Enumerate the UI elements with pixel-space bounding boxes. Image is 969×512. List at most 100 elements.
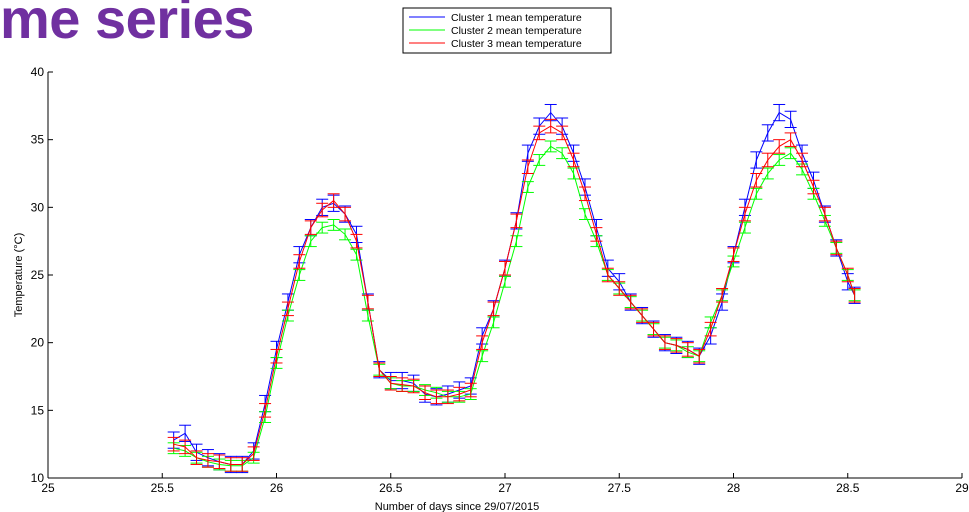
- legend-label: Cluster 1 mean temperature: [451, 12, 582, 24]
- error-bar: [487, 316, 500, 329]
- error-bar: [750, 151, 763, 169]
- error-bar: [179, 439, 192, 455]
- error-bar: [281, 301, 294, 317]
- error-bar: [201, 453, 214, 468]
- y-tick-label: 10: [31, 471, 45, 485]
- error-bar: [533, 125, 546, 141]
- error-bar: [521, 181, 534, 193]
- error-bar: [761, 124, 774, 142]
- error-bar: [750, 173, 763, 188]
- error-bar: [464, 382, 477, 398]
- error-bar: [339, 228, 352, 241]
- error-bar: [773, 103, 786, 122]
- x-axis-title: Number of days since 29/07/2015: [375, 501, 540, 512]
- error-bar: [361, 309, 374, 322]
- error-bar: [670, 338, 683, 353]
- series-layer: [167, 103, 861, 474]
- error-bar: [476, 350, 489, 363]
- error-bar: [396, 377, 409, 392]
- error-bar: [556, 147, 569, 160]
- error-bar: [750, 187, 763, 200]
- y-tick-label: 25: [31, 268, 45, 282]
- error-bar: [361, 294, 374, 310]
- error-bar: [213, 454, 226, 470]
- y-tick-label: 35: [31, 133, 45, 147]
- error-bar: [350, 233, 363, 249]
- error-bar: [316, 221, 329, 234]
- error-bar: [316, 202, 329, 218]
- error-bar: [738, 206, 751, 222]
- error-bar: [818, 206, 831, 222]
- slide-title: me series: [0, 0, 254, 50]
- series-2: [167, 140, 861, 472]
- x-tick-label: 28: [727, 481, 741, 495]
- error-bar: [453, 386, 466, 402]
- error-bar: [190, 450, 203, 465]
- legend-entry: Cluster 3 mean temperature: [409, 38, 582, 50]
- error-bar: [441, 389, 454, 405]
- legend-label: Cluster 2 mean temperature: [451, 25, 582, 37]
- error-bar: [567, 167, 580, 180]
- error-bar: [784, 132, 797, 147]
- chart-axes: 25 25.5 26 26.5 27 27.5 28 28.5 29 10 15 20 25 30 35 40…: [13, 65, 969, 512]
- series-line: [173, 145, 856, 467]
- error-bar: [601, 267, 614, 283]
- error-bar: [499, 260, 511, 276]
- error-bar: [727, 247, 740, 262]
- series-1: [167, 103, 861, 474]
- legend-entry: Cluster 2 mean temperature: [409, 25, 582, 37]
- error-bar: [567, 152, 580, 168]
- error-bar: [784, 110, 797, 128]
- x-tick-label: 29: [955, 481, 969, 495]
- error-bar: [841, 267, 854, 283]
- legend-label: Cluster 3 mean temperature: [451, 38, 582, 50]
- x-tick-label: 27.5: [608, 481, 632, 495]
- error-bar: [224, 457, 237, 472]
- error-bar: [773, 154, 786, 166]
- x-tick-label: 25: [41, 481, 55, 495]
- error-bar: [236, 457, 249, 472]
- error-bar: [590, 227, 603, 242]
- y-axis-title: Temperature (°C): [13, 233, 25, 317]
- error-bar: [407, 378, 420, 394]
- x-tick-label: 27: [498, 481, 512, 495]
- y-tick-label: 30: [31, 200, 45, 214]
- x-tick-label: 28.5: [836, 481, 860, 495]
- error-bar: [384, 376, 397, 391]
- error-bar: [578, 186, 591, 202]
- error-bar: [327, 193, 340, 208]
- error-bar: [430, 389, 443, 405]
- error-bar: [247, 446, 260, 461]
- error-bar: [704, 321, 717, 337]
- y-tick-label: 40: [31, 65, 45, 79]
- error-bar: [510, 213, 523, 229]
- error-bar: [784, 147, 797, 160]
- error-bar: [487, 301, 500, 317]
- error-bar: [339, 206, 352, 222]
- error-bar: [738, 221, 751, 234]
- error-bar: [270, 348, 283, 364]
- series-3: [167, 118, 861, 472]
- error-bar: [556, 125, 569, 141]
- error-bar: [304, 220, 317, 235]
- error-bar: [544, 140, 557, 153]
- error-bar: [761, 152, 774, 168]
- y-tick-label: 20: [31, 336, 45, 350]
- error-bar: [613, 281, 626, 296]
- error-bar: [658, 335, 671, 350]
- error-bar: [327, 219, 340, 231]
- error-bar: [761, 167, 774, 180]
- error-bar: [293, 269, 306, 281]
- error-bar: [830, 240, 843, 256]
- error-bar: [848, 288, 861, 303]
- error-bar: [419, 385, 432, 401]
- error-bar: [624, 294, 637, 310]
- error-bar: [533, 154, 546, 166]
- error-bar: [167, 436, 180, 452]
- error-bar: [521, 159, 534, 174]
- error-bar: [636, 308, 649, 323]
- series-line: [173, 111, 856, 465]
- error-bar: [373, 362, 386, 377]
- error-bar: [476, 335, 489, 350]
